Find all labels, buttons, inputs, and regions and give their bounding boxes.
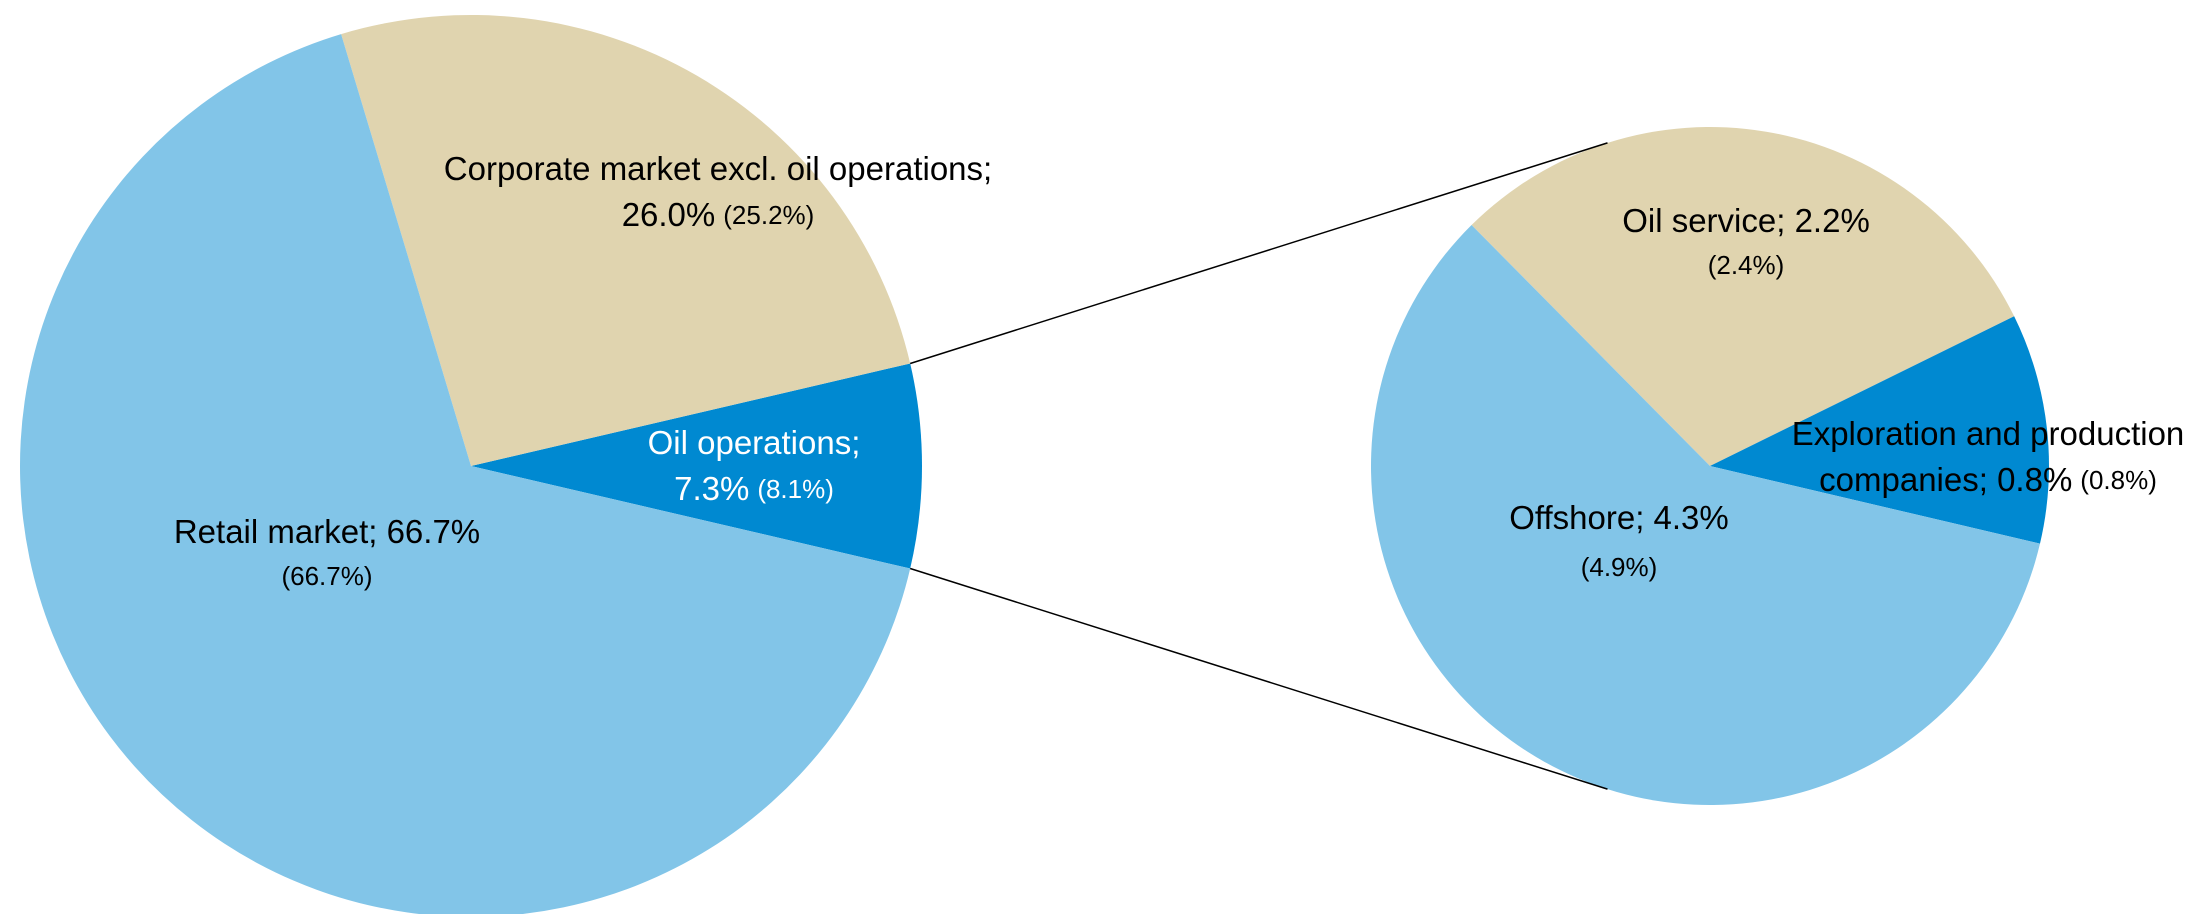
pie-slice: [1710, 316, 2049, 544]
slice-label: Corporate market excl. oil operations; 26…: [444, 150, 992, 233]
comparison-label: (25.2%): [723, 200, 814, 230]
connector-line: [909, 142, 1608, 365]
label-line: 26.0%: [622, 196, 716, 233]
label-line: Exploration and production: [1792, 415, 2185, 452]
pie-slice: [1371, 225, 2040, 806]
label-line: 7.3%: [674, 470, 749, 507]
pie-slice: [1471, 127, 2015, 467]
pie-slice: [341, 14, 911, 466]
connector-line: [909, 567, 1608, 790]
slice-label: Exploration and production companies; 0.8…: [1792, 415, 2185, 498]
comparison-label: (2.4%): [1708, 250, 1785, 280]
comparison-label: (0.8%): [2080, 465, 2157, 495]
slice-label: Oil service; 2.2%: [1622, 202, 1870, 239]
comparison-label: (8.1%): [757, 474, 834, 504]
label-line: Offshore; 4.3%: [1509, 499, 1729, 536]
label-line: Retail market; 66.7%: [174, 513, 480, 550]
comparison-label: (4.9%): [1581, 552, 1658, 582]
slice-label: Oil operations; 7.3% (8.1%): [648, 424, 861, 507]
comparison-label: (66.7%): [281, 561, 372, 591]
label-line: Oil service; 2.2%: [1622, 202, 1870, 239]
pie-slice: [20, 34, 911, 914]
pie-slice: [471, 363, 922, 569]
label-line: companies; 0.8%: [1819, 461, 2072, 498]
slice-label: Offshore; 4.3%: [1509, 499, 1729, 536]
label-line: Corporate market excl. oil operations;: [444, 150, 992, 187]
label-line: Oil operations;: [648, 424, 861, 461]
slice-label: Retail market; 66.7%: [174, 513, 480, 550]
